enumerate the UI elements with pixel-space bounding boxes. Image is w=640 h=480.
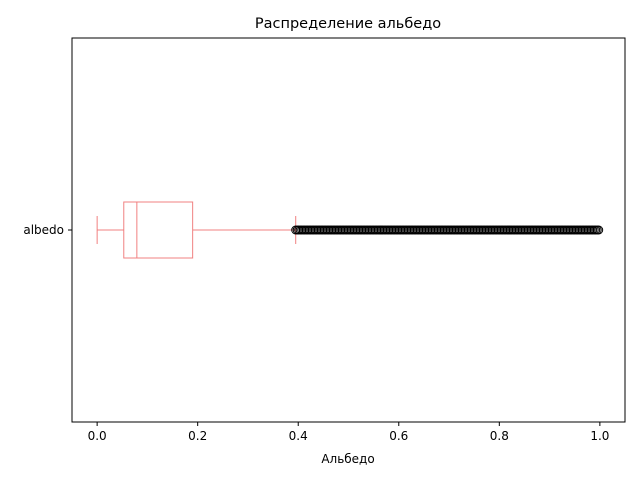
y-tick-label: albedo: [23, 223, 64, 237]
chart-title: Распределение альбедо: [255, 16, 441, 32]
x-tick-label: 0.6: [389, 429, 408, 443]
box-group: [96, 201, 297, 259]
x-tick-label: 0.8: [490, 429, 509, 443]
y-axis-ticks: albedo: [23, 223, 72, 237]
x-tick-label: 1.0: [590, 429, 609, 443]
x-axis-ticks: 0.0 0.2 0.4 0.6 0.8 1.0: [88, 422, 609, 443]
outlier-point: [594, 225, 604, 235]
x-tick-label: 0.4: [289, 429, 308, 443]
box-iqr: [123, 201, 194, 259]
x-axis-label: Альбедо: [321, 452, 374, 466]
x-tick-label: 0.2: [188, 429, 207, 443]
x-tick-label: 0.0: [88, 429, 107, 443]
outlier-markers: [291, 225, 604, 235]
